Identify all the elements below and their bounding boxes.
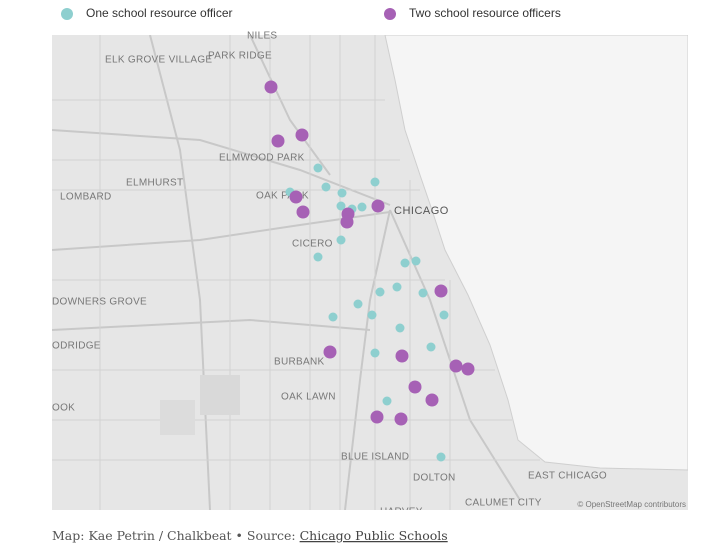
place-labels: NILES ELK GROVE VILLAGE PARK RIDGE ELMWO… <box>52 31 607 518</box>
place-label: CICERO <box>292 239 333 250</box>
place-label: ELMHURST <box>126 178 183 189</box>
park <box>200 375 240 415</box>
legend-label: Two school resource officers <box>409 6 561 20</box>
caption: Map: Kae Petrin / Chalkbeat • Source: Ch… <box>52 528 448 543</box>
place-label: OOK <box>52 403 75 414</box>
two-officer-dots <box>264 80 475 426</box>
place-label: ODRIDGE <box>52 341 101 352</box>
place-label: OAK LAWN <box>281 392 336 403</box>
source-link[interactable]: Chicago Public Schools <box>300 528 448 543</box>
legend: One school resource officer Two school r… <box>61 6 561 20</box>
school-dots <box>264 80 475 462</box>
place-label: BURBANK <box>274 357 324 368</box>
place-label: BLUE ISLAND <box>341 452 409 463</box>
place-label: DOWNERS GROVE <box>52 297 147 308</box>
legend-label: One school resource officer <box>86 6 233 20</box>
legend-swatch <box>61 8 73 20</box>
place-label: ELMWOOD PARK <box>219 153 305 164</box>
place-label: DOLTON <box>413 473 456 484</box>
caption-text: Map: Kae Petrin / Chalkbeat • Source: <box>52 528 296 543</box>
place-label: LOMBARD <box>60 192 112 203</box>
place-label: PARK RIDGE <box>208 51 272 62</box>
place-label: OAK PARK <box>256 191 309 202</box>
place-label: CHICAGO <box>394 205 449 217</box>
place-label: EAST CHICAGO <box>528 471 607 482</box>
place-label: ELK GROVE VILLAGE <box>105 55 212 66</box>
map-attribution: © OpenStreetMap contributors <box>577 500 686 509</box>
place-label: NILES <box>247 31 277 42</box>
place-label: CALUMET CITY <box>465 498 542 509</box>
park <box>160 400 195 435</box>
legend-swatch <box>384 8 396 20</box>
lake <box>384 35 688 471</box>
basemap <box>52 35 688 510</box>
place-label: HARVEY <box>380 507 423 518</box>
